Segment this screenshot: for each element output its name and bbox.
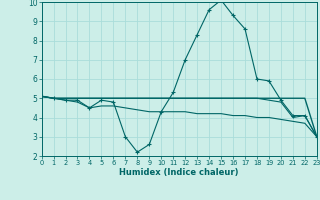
X-axis label: Humidex (Indice chaleur): Humidex (Indice chaleur): [119, 168, 239, 177]
